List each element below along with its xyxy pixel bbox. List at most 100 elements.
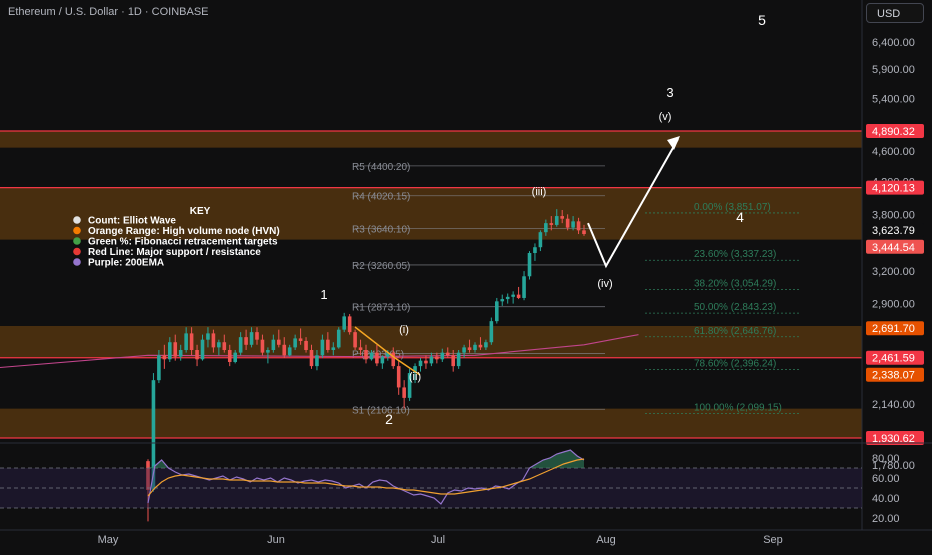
price-badge xyxy=(866,321,924,336)
key-item-label: Purple: 200EMA xyxy=(88,258,164,269)
hvn-zone xyxy=(0,131,862,148)
candle-body xyxy=(298,338,303,341)
wave-label-wii: (ii) xyxy=(409,371,421,383)
key-dot xyxy=(73,237,81,245)
candle-body xyxy=(217,342,221,348)
price-badge xyxy=(866,124,924,138)
price-badge xyxy=(866,350,924,365)
ema-line xyxy=(0,334,639,369)
candle-body xyxy=(222,342,227,350)
currency-button[interactable]: USD xyxy=(866,3,924,23)
fib-label: 100.00% (2,099.15) xyxy=(694,402,782,413)
price-tick: 4,600.00 xyxy=(872,146,915,158)
price-tick: 3,200.00 xyxy=(872,266,915,278)
candle-body xyxy=(206,333,210,340)
hvn-zone xyxy=(0,325,862,358)
candle-body xyxy=(249,332,254,345)
candle-body xyxy=(173,342,178,357)
key-item-label: Red Line: Major support / resistance xyxy=(88,247,261,258)
key-title: KEY xyxy=(190,206,211,217)
candle-body xyxy=(255,332,259,340)
price-badge-label: 2,338.07 xyxy=(872,370,915,382)
candle-body xyxy=(211,333,216,348)
candle-body xyxy=(544,223,548,233)
candle-body xyxy=(287,347,292,356)
key-dot xyxy=(73,216,81,224)
projection-arrowhead xyxy=(667,136,680,150)
wave-label-w5: 5 xyxy=(758,12,766,28)
price-badge-label: 3,444.54 xyxy=(872,242,915,254)
candle-body xyxy=(533,247,537,254)
rsi-tick: 60.00 xyxy=(872,473,900,485)
price-tick: 5,400.00 xyxy=(872,93,915,105)
pivot-label: S1 (2106.10) xyxy=(352,405,410,416)
candle-body xyxy=(195,349,199,360)
candle-body xyxy=(582,230,586,235)
candle-body xyxy=(445,352,450,356)
candle-body xyxy=(336,329,341,348)
candle-body xyxy=(407,373,412,398)
candle-body xyxy=(456,352,461,367)
fib-label: 38.20% (3,054.29) xyxy=(694,278,776,289)
time-label: Jun xyxy=(267,534,285,546)
candle-body xyxy=(184,333,188,350)
time-label: Aug xyxy=(596,534,616,546)
rsi-tick: 40.00 xyxy=(872,493,900,505)
candle-body xyxy=(418,360,423,367)
pivot-label: R3 (3640.10) xyxy=(352,225,410,236)
candle-body xyxy=(511,294,515,297)
rsi-line xyxy=(147,449,585,505)
candle-body xyxy=(571,221,575,228)
candle-body xyxy=(342,316,346,330)
candle-body xyxy=(293,338,297,348)
price-badge-label: 1,930.62 xyxy=(872,433,915,445)
key-item-label: Orange Range: High volume node (HVN) xyxy=(88,226,280,237)
candle-body xyxy=(380,356,385,364)
candle-body xyxy=(233,352,237,363)
candle-body xyxy=(565,218,570,228)
candle-body xyxy=(467,347,472,350)
wave-label-w3: 3 xyxy=(666,85,673,100)
price-badge-label: 2,691.70 xyxy=(872,323,915,335)
wave-label-wv: (v) xyxy=(659,111,672,123)
candle-body xyxy=(331,347,336,350)
rsi-overbought-fill xyxy=(148,450,584,468)
candle-body xyxy=(304,340,308,350)
candle-body xyxy=(309,349,314,367)
candle-body xyxy=(413,366,417,374)
candle-body xyxy=(189,333,194,350)
candle-body xyxy=(358,347,363,350)
rsi-ma-line xyxy=(147,458,585,497)
pivot-label: R5 (4400.20) xyxy=(352,162,410,173)
candle-body xyxy=(435,356,439,360)
wave-label-wiii: (iii) xyxy=(532,186,547,198)
candle-body xyxy=(326,339,330,350)
candle-body xyxy=(440,352,445,360)
key-dot xyxy=(73,247,81,256)
candle-body xyxy=(227,349,232,363)
key-dot xyxy=(73,258,81,266)
hvn-zone xyxy=(0,187,862,240)
candle-body xyxy=(238,337,243,353)
fib-label: 61.80% (2,646.76) xyxy=(694,326,776,337)
candle-body xyxy=(489,321,494,343)
candle-body xyxy=(282,344,287,356)
price-badge-label: 3,623.79 xyxy=(872,225,915,237)
candle-body xyxy=(157,355,161,381)
wave-label-w2: 2 xyxy=(385,411,393,427)
rsi-tick: 20.00 xyxy=(872,513,900,525)
candle-body xyxy=(505,296,510,300)
candle-body xyxy=(522,276,526,298)
pivot-label: R4 (4020.15) xyxy=(352,192,410,203)
candle-body xyxy=(516,294,521,298)
wave-label-wi: (i) xyxy=(399,324,409,336)
candle-body xyxy=(277,339,281,345)
price-tick: 1,780.00 xyxy=(872,460,915,472)
candle-body xyxy=(168,342,172,360)
candle-body xyxy=(353,332,357,348)
price-badge-label: 4,120.13 xyxy=(872,183,915,195)
candle-body xyxy=(347,316,352,333)
candle-body xyxy=(560,216,564,219)
wave-label-wiv: (iv) xyxy=(597,278,612,290)
